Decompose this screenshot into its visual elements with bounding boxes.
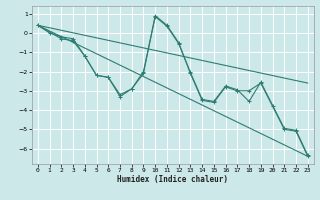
- X-axis label: Humidex (Indice chaleur): Humidex (Indice chaleur): [117, 175, 228, 184]
